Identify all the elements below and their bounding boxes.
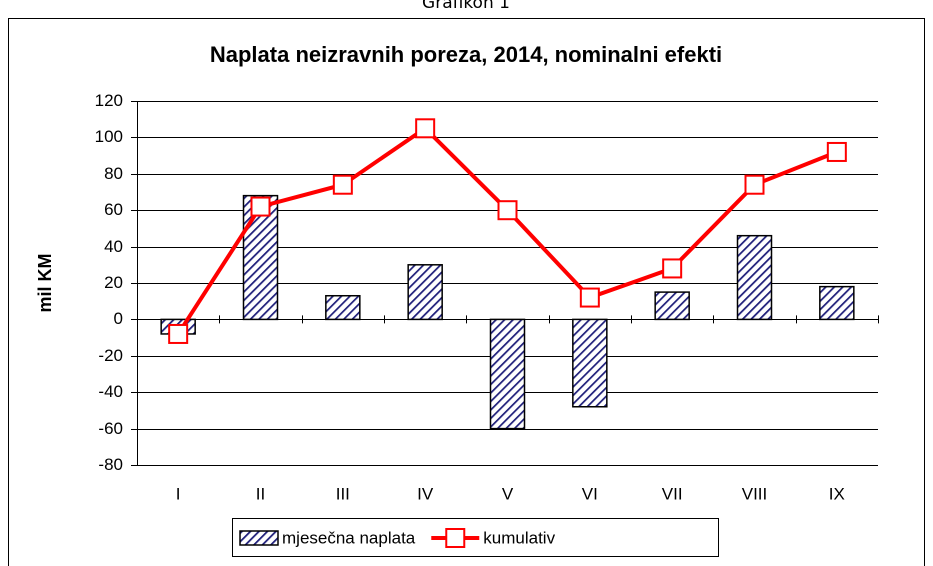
bar	[819, 285, 855, 321]
x-tick-label: VI	[582, 484, 598, 503]
bar	[325, 294, 361, 321]
marker	[497, 200, 518, 221]
y-tick-label: 60	[104, 200, 123, 219]
x-tick-label: IV	[417, 484, 434, 503]
bar	[654, 291, 690, 321]
caption: Grafikon 1	[422, 0, 510, 13]
chart-title: Naplata neizravnih poreza, 2014, nominal…	[210, 42, 722, 67]
bar	[572, 318, 608, 408]
marker	[250, 196, 271, 217]
x-tick-label: III	[336, 484, 350, 503]
marker	[662, 258, 683, 279]
chart-frame	[8, 18, 925, 566]
y-tick-label: -20	[98, 346, 123, 365]
legend-label: kumulativ	[483, 528, 555, 547]
x-tick-label: V	[502, 484, 514, 503]
y-axis-label: mil KM	[35, 253, 55, 312]
x-tick-label: VIII	[742, 484, 768, 503]
marker	[826, 141, 847, 162]
x-tick-label: II	[256, 484, 265, 503]
y-tick-label: 120	[95, 91, 123, 110]
x-tick-label: VII	[662, 484, 683, 503]
legend-swatch	[239, 530, 279, 546]
marker	[415, 118, 436, 139]
y-tick-label: 20	[104, 273, 123, 292]
y-tick-label: 0	[114, 309, 123, 328]
legend-label: mjesečna naplata	[282, 528, 416, 547]
marker	[579, 287, 600, 308]
y-tick-label: -40	[98, 382, 123, 401]
y-tick-label: 40	[104, 237, 123, 256]
x-tick-label: I	[176, 484, 181, 503]
x-tick-label: IX	[829, 484, 845, 503]
y-tick-label: 100	[95, 127, 123, 146]
y-tick-label: 80	[104, 164, 123, 183]
bar	[489, 318, 526, 430]
marker	[744, 174, 765, 195]
y-tick-label: -80	[98, 455, 123, 474]
marker	[168, 323, 189, 344]
bar	[407, 264, 443, 321]
y-tick-label: -60	[98, 419, 123, 438]
bar	[736, 234, 773, 321]
marker	[332, 174, 353, 195]
legend-swatch	[445, 528, 466, 548]
